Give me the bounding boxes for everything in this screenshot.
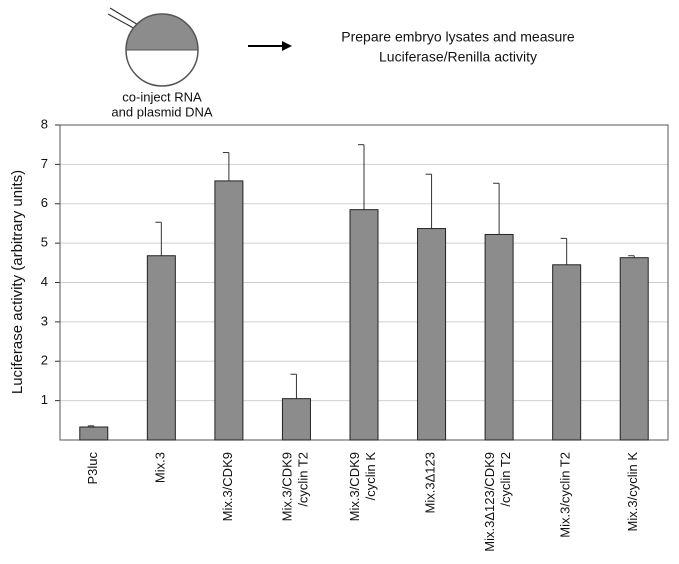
y-tick-label: 2 [41,353,48,368]
y-tick-label: 3 [41,313,48,328]
y-tick-label: 4 [41,274,48,289]
bar [281,398,311,441]
step-label: Prepare embryo lysates and measure [341,29,575,45]
bar [349,209,379,441]
x-tick-label: Mix.3/cyclin T2 [558,452,573,538]
y-tick-label: 5 [41,235,48,250]
bar [79,426,109,441]
injection-label: and plasmid DNA [111,104,212,119]
bar [146,255,176,441]
x-tick-label: Mix.3Δ123/CDK9/cyclin T2 [483,452,514,552]
bar [484,233,514,441]
injection-label: co-inject RNA [122,89,202,104]
y-tick-label: 1 [41,392,48,407]
x-tick-label: Mix.3/CDK9/cyclin T2 [280,452,311,521]
y-tick-label: 6 [41,195,48,210]
bar [552,264,582,441]
injection-diagram [107,7,199,87]
bar [619,257,649,441]
bar [417,228,447,441]
y-axis-label: Luciferase activity (arbitrary units) [9,170,26,394]
x-tick-label: Mix.3 [153,452,168,483]
x-tick-label: Mix.3/CDK9 [220,452,235,521]
step-label: Luciferase/Renilla activity [379,49,537,65]
x-tick-label: Mix.3/CDK9/cyclin K [347,452,378,522]
bar [214,180,244,441]
y-tick-label: 8 [41,116,48,131]
x-tick-label: Mix.3/cyclin K [626,452,641,532]
y-tick-label: 7 [41,156,48,171]
x-tick-label: P3luc [85,452,100,485]
x-tick-label: Mix.3Δ123 [423,452,438,513]
arrow [248,41,292,51]
